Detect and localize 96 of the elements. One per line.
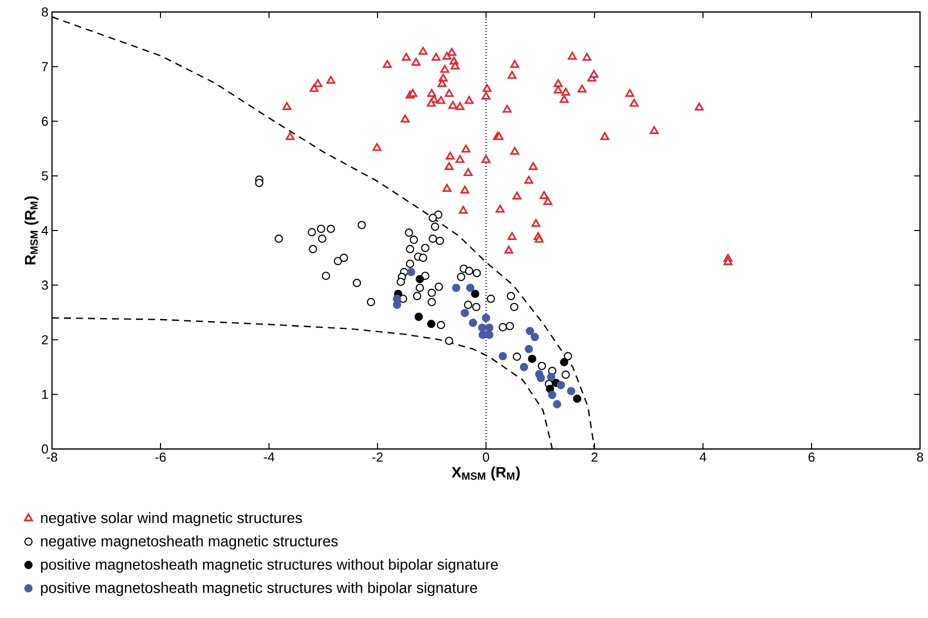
point [498,323,507,332]
point [546,372,556,382]
point [322,272,330,280]
point [412,292,422,300]
point [524,344,534,354]
x-tick-label: -6 [155,452,166,462]
point [452,284,460,292]
point [468,318,478,327]
point [396,278,405,286]
point [536,374,545,382]
y-axis-title: R$_{MSM}$ (R$_{M}$) [24,196,38,264]
y-tick-label: 0 [42,444,48,454]
point [416,284,424,292]
point [427,320,436,328]
y-tick-label: 1 [42,390,48,399]
point [334,256,342,266]
point [512,352,522,361]
point [436,320,446,330]
point [506,292,516,300]
point [560,358,568,366]
point [562,370,570,379]
y-tick-label: 5 [42,171,48,180]
legend-label: positive magnetosheath magnetic structures without bipolar signature [41,558,498,573]
point [466,284,474,292]
point [406,244,414,254]
point [274,234,283,243]
x-tick-label: 2 [592,452,598,462]
point [318,234,326,243]
point [352,278,362,288]
point [485,324,494,332]
point [538,362,546,370]
point [506,322,514,330]
point [486,294,496,303]
legend-label: negative magnetosheath magnetic structures [41,535,338,550]
x-tick-label: 6 [808,452,815,462]
point [472,302,480,312]
point [308,228,316,236]
point [366,298,376,306]
point [482,314,490,322]
point [340,254,348,262]
point [428,298,436,306]
point [520,362,528,372]
point [414,312,423,321]
x-axis-title: X$_{MSM}$ (R$_{M}$) [452,466,520,480]
point [528,354,536,364]
point [428,234,437,243]
legend-label: positive magnetosheath magnetic structures with bipolar signature [41,582,478,596]
point [410,236,418,244]
legend-label: negative solar wind magnetic structures [41,512,302,526]
point [316,224,326,234]
point [460,308,470,318]
point [564,352,572,360]
point [326,224,336,234]
point [428,288,436,297]
point [526,326,534,336]
point [358,220,366,230]
point [308,244,318,254]
point [556,380,566,390]
y-tick-label: 3 [42,280,48,290]
y-tick-label: 7 [42,62,48,72]
point [471,290,480,298]
point [434,282,443,291]
point [552,400,562,408]
point [430,222,440,231]
point [421,244,430,252]
x-tick-label: -8 [46,452,58,462]
point [456,272,466,282]
point [444,336,454,345]
point [498,352,507,360]
point [406,260,414,268]
point [472,268,481,278]
point [428,214,437,222]
point [464,300,472,309]
x-tick-label: 4 [700,452,706,462]
y-tick-label: 2 [42,335,48,344]
y-tick-label: 8 [42,7,48,17]
y-tick-label: 4 [42,226,48,235]
point [485,330,494,339]
point [436,236,444,246]
point [392,300,402,309]
point [510,302,518,312]
point [567,386,576,396]
point [404,228,414,237]
point [418,254,428,262]
x-tick-label: -4 [264,452,274,462]
point [465,266,474,276]
point [548,390,556,400]
point [406,268,416,276]
x-tick-label: 0 [482,452,490,462]
point [416,274,424,284]
point [255,178,264,188]
x-tick-label: 8 [916,452,924,462]
y-tick-label: 6 [42,116,48,126]
point [573,394,582,403]
x-tick-label: -2 [372,452,383,462]
point [530,332,539,342]
